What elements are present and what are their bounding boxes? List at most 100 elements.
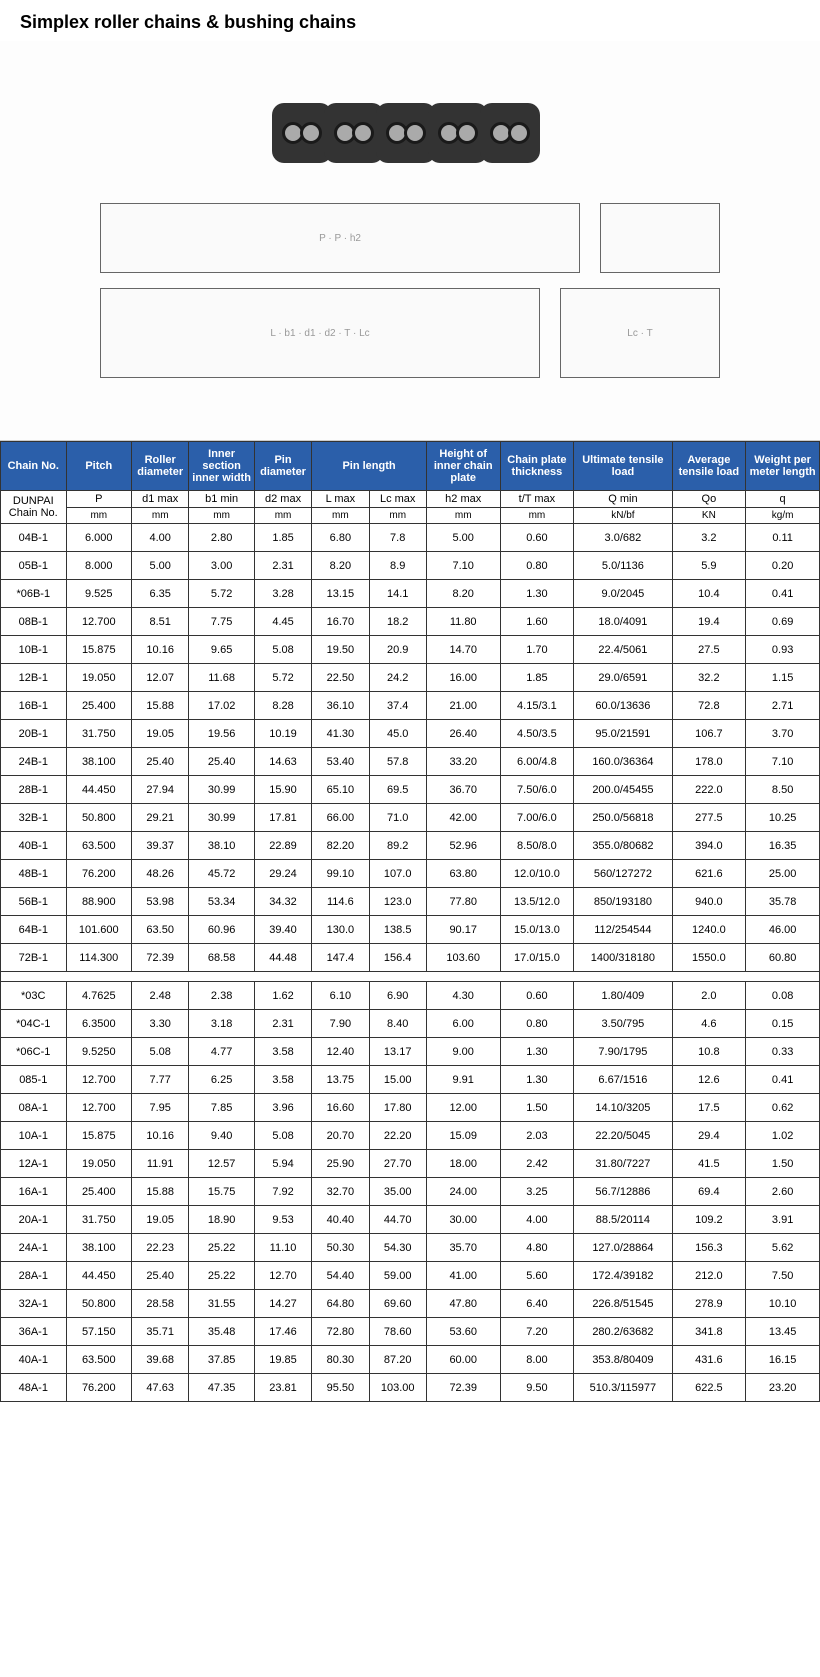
table-cell: 4.6 <box>672 1010 746 1038</box>
table-cell: 35.48 <box>189 1318 255 1346</box>
unit-mm: mm <box>500 508 574 524</box>
table-row: 16B-125.40015.8817.028.2836.1037.421.004… <box>1 692 820 720</box>
table-cell: 7.90 <box>312 1010 369 1038</box>
table-cell: 6.80 <box>312 524 369 552</box>
table-cell: 18.00 <box>426 1150 500 1178</box>
table-cell: 32.70 <box>312 1178 369 1206</box>
table-row: 48A-176.20047.6347.3523.8195.50103.0072.… <box>1 1374 820 1402</box>
table-cell: 22.89 <box>254 832 311 860</box>
th-plate-thick: Chain plate thickness <box>500 442 574 491</box>
th-dunpai: DUNPAI Chain No. <box>1 491 67 524</box>
table-cell: 9.5250 <box>66 1038 132 1066</box>
table-cell: 6.10 <box>312 982 369 1010</box>
table-cell: 63.50 <box>132 916 189 944</box>
sub-p: P <box>66 491 132 508</box>
table-cell: 46.00 <box>746 916 820 944</box>
table-cell: 621.6 <box>672 860 746 888</box>
table-cell: 3.50/795 <box>574 1010 672 1038</box>
unit-mm: mm <box>132 508 189 524</box>
table-cell: 77.80 <box>426 888 500 916</box>
table-cell: 17.80 <box>369 1094 426 1122</box>
table-cell: 63.500 <box>66 832 132 860</box>
table-cell: 2.42 <box>500 1150 574 1178</box>
table-row: 10B-115.87510.169.655.0819.5020.914.701.… <box>1 636 820 664</box>
table-cell: 19.05 <box>132 720 189 748</box>
diagram-area: P · P · h2 L · b1 · d1 · d2 · T · Lc Lc … <box>0 41 820 441</box>
table-cell: 12A-1 <box>1 1150 67 1178</box>
table-row: 04B-16.0004.002.801.856.807.85.000.603.0… <box>1 524 820 552</box>
table-row: 32A-150.80028.5831.5514.2764.8069.6047.8… <box>1 1290 820 1318</box>
table-cell: 1.30 <box>500 1038 574 1066</box>
table-cell: 1550.0 <box>672 944 746 972</box>
table-cell: 12.57 <box>189 1150 255 1178</box>
table-cell: 10.25 <box>746 804 820 832</box>
table-cell: 15.88 <box>132 1178 189 1206</box>
table-cell: 107.0 <box>369 860 426 888</box>
table-cell: 15.875 <box>66 636 132 664</box>
table-cell: 4.15/3.1 <box>500 692 574 720</box>
table-row: 12A-119.05011.9112.575.9425.9027.7018.00… <box>1 1150 820 1178</box>
table-cell: 08A-1 <box>1 1094 67 1122</box>
table-cell: 95.50 <box>312 1374 369 1402</box>
table-cell: 0.41 <box>746 1066 820 1094</box>
table-cell: 4.45 <box>254 608 311 636</box>
table-row: 05B-18.0005.003.002.318.208.97.100.805.0… <box>1 552 820 580</box>
drawing-link-end <box>600 203 720 273</box>
table-cell: 7.8 <box>369 524 426 552</box>
table-cell: 172.4/39182 <box>574 1262 672 1290</box>
table-cell: 72B-1 <box>1 944 67 972</box>
table-cell: 25.40 <box>132 748 189 776</box>
table-row: *06B-19.5256.355.723.2813.1514.18.201.30… <box>1 580 820 608</box>
table-cell: 89.2 <box>369 832 426 860</box>
table-cell: 38.10 <box>189 832 255 860</box>
chain-link-img <box>376 103 436 163</box>
table-cell: 5.72 <box>189 580 255 608</box>
th-avg-load: Average tensile load <box>672 442 746 491</box>
table-cell: 25.22 <box>189 1234 255 1262</box>
unit-mm: mm <box>369 508 426 524</box>
table-cell: *06C-1 <box>1 1038 67 1066</box>
th-ult-load: Ultimate tensile load <box>574 442 672 491</box>
table-cell: 18.2 <box>369 608 426 636</box>
table-cell: 80.30 <box>312 1346 369 1374</box>
table-cell: 19.050 <box>66 1150 132 1178</box>
table-cell: 48A-1 <box>1 1374 67 1402</box>
table-cell: 72.39 <box>426 1374 500 1402</box>
header-row-1: Chain No. Pitch Roller diameter Inner se… <box>1 442 820 491</box>
table-cell: 9.50 <box>500 1374 574 1402</box>
table-cell: 82.20 <box>312 832 369 860</box>
table-cell: 19.56 <box>189 720 255 748</box>
th-inner-width: Inner section inner width <box>189 442 255 491</box>
table-cell: 1.50 <box>746 1150 820 1178</box>
table-row: 16A-125.40015.8815.757.9232.7035.0024.00… <box>1 1178 820 1206</box>
table-cell: 226.8/51545 <box>574 1290 672 1318</box>
table-cell: 15.00 <box>369 1066 426 1094</box>
table-cell: 2.03 <box>500 1122 574 1150</box>
table-cell: 5.94 <box>254 1150 311 1178</box>
table-cell: 31.80/7227 <box>574 1150 672 1178</box>
table-row: 20A-131.75019.0518.909.5340.4044.7030.00… <box>1 1206 820 1234</box>
table-cell: 14.1 <box>369 580 426 608</box>
table-cell: 8.00 <box>500 1346 574 1374</box>
table-cell: 0.80 <box>500 552 574 580</box>
table-cell: 16.00 <box>426 664 500 692</box>
unit-mm: mm <box>254 508 311 524</box>
table-cell: 0.80 <box>500 1010 574 1038</box>
sub-h2: h2 max <box>426 491 500 508</box>
table-cell: 147.4 <box>312 944 369 972</box>
table-cell: 87.20 <box>369 1346 426 1374</box>
table-cell: 35.70 <box>426 1234 500 1262</box>
table-cell: 53.98 <box>132 888 189 916</box>
table-cell: 1400/318180 <box>574 944 672 972</box>
unit-mm: mm <box>312 508 369 524</box>
table-cell: 7.90/1795 <box>574 1038 672 1066</box>
table-cell: 19.05 <box>132 1206 189 1234</box>
sub-d2: d2 max <box>254 491 311 508</box>
table-cell: 4.00 <box>132 524 189 552</box>
table-cell: 8.51 <box>132 608 189 636</box>
table-cell: 2.38 <box>189 982 255 1010</box>
table-cell: 14.10/3205 <box>574 1094 672 1122</box>
table-cell: 47.35 <box>189 1374 255 1402</box>
table-cell: 6.00 <box>426 1010 500 1038</box>
table-cell: 52.96 <box>426 832 500 860</box>
